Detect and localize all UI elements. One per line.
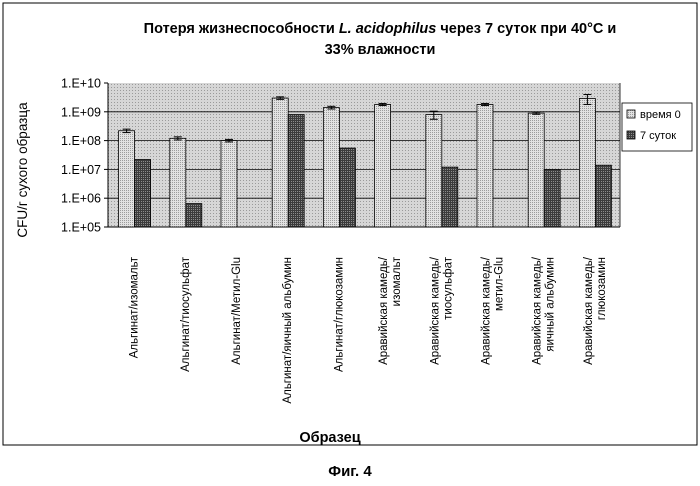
bar-7days (135, 160, 151, 227)
x-tick-label-line: Аравийская камедь/ (532, 256, 544, 365)
bar-time0 (323, 108, 339, 227)
x-tick-label-line: метил-Glu (494, 257, 506, 311)
x-tick-label: Альгинат/Метил-Glu (231, 257, 243, 365)
bar-time0 (477, 104, 493, 227)
x-tick-label: Альгинат/изомальт (129, 256, 141, 358)
bar-7days (339, 148, 355, 227)
x-tick-label-line: Альгинат/Метил-Glu (231, 257, 243, 365)
bar-time0 (528, 113, 544, 227)
y-tick-label: 1.E+07 (61, 163, 101, 177)
bar-time0 (119, 131, 135, 227)
bar-7days (288, 115, 304, 227)
x-tick-label: Аравийская камедь/метил-Glu (481, 256, 506, 365)
bar-time0 (221, 141, 237, 227)
x-tick-label: Аравийская камедь/яичный альбумин (532, 256, 557, 365)
x-tick-label-line: Альгинат/изомальт (129, 256, 141, 358)
legend-swatch-7days (627, 131, 635, 139)
bar-time0 (579, 98, 595, 227)
x-tick-label-line: изомальт (391, 256, 403, 306)
x-tick-label: Аравийская камедь/глюкозамин (583, 256, 608, 365)
bar-time0 (426, 115, 442, 227)
y-tick-label: 1.E+06 (61, 192, 101, 206)
x-tick-label-line: Аравийская камедь/ (583, 256, 595, 365)
bar-time0 (272, 98, 288, 227)
x-tick-label-line: глюкозамин (596, 257, 608, 320)
legend-label-7days: 7 суток (640, 130, 676, 142)
x-tick-label-line: Альгинат/тиосульфат (180, 256, 192, 372)
x-tick-label: Альгинат/тиосульфат (180, 256, 192, 372)
bar-time0 (375, 104, 391, 227)
y-tick-label: 1.E+05 (61, 221, 101, 235)
x-tick-label: Альгинат/глюкозамин (333, 257, 345, 372)
bar-time0 (170, 138, 186, 227)
bar-7days (442, 167, 458, 227)
x-tick-label: Аравийская камедь/тиосульфат (429, 256, 454, 365)
bar-7days (544, 169, 560, 227)
y-tick-label: 1.E+09 (61, 105, 101, 119)
x-tick-label: Аравийская камедь/изомальт (378, 256, 403, 365)
x-tick-label-line: Аравийская камедь/ (481, 256, 493, 365)
x-tick-label-line: тиосульфат (442, 256, 454, 320)
x-tick-label-line: Аравийская камедь/ (429, 256, 441, 365)
x-tick-label-line: Альгинат/глюкозамин (333, 257, 345, 372)
x-tick-label: Альгинат/яичный альбумин (282, 257, 294, 404)
x-axis-label: Образец (299, 430, 360, 446)
figure-caption: Фиг. 4 (0, 463, 700, 480)
y-axis-label: CFU/г сухого образца (15, 102, 30, 238)
x-tick-label-line: Аравийская камедь/ (378, 256, 390, 365)
x-tick-label-line: Альгинат/яичный альбумин (282, 257, 294, 404)
chart: 1.E+05 1.E+06 1.E+07 1.E+08 1.E+09 1.E+10 Альг… (0, 0, 700, 460)
x-tick-label-line: яичный альбумин (545, 257, 557, 352)
legend-swatch-time0 (627, 110, 635, 118)
y-tick-label: 1.E+08 (61, 134, 101, 148)
bar-7days (595, 165, 611, 227)
bar-7days (186, 204, 202, 227)
legend-label-time0: время 0 (640, 109, 681, 121)
y-tick-label: 1.E+10 (61, 77, 101, 91)
